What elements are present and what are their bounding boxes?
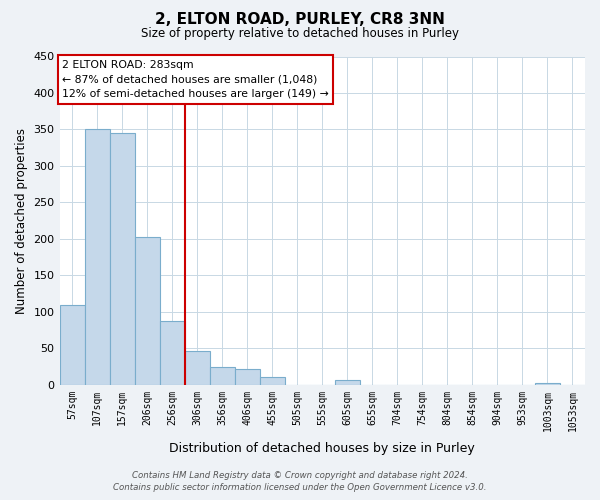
- Text: 2 ELTON ROAD: 283sqm
← 87% of detached houses are smaller (1,048)
12% of semi-de: 2 ELTON ROAD: 283sqm ← 87% of detached h…: [62, 60, 329, 100]
- Bar: [235, 369, 260, 385]
- Bar: [85, 130, 110, 385]
- Text: Contains HM Land Registry data © Crown copyright and database right 2024.
Contai: Contains HM Land Registry data © Crown c…: [113, 471, 487, 492]
- Y-axis label: Number of detached properties: Number of detached properties: [15, 128, 28, 314]
- Bar: [160, 322, 185, 385]
- Text: 2, ELTON ROAD, PURLEY, CR8 3NN: 2, ELTON ROAD, PURLEY, CR8 3NN: [155, 12, 445, 28]
- Bar: [110, 133, 134, 385]
- Bar: [59, 304, 85, 385]
- Bar: [185, 350, 209, 385]
- Bar: [134, 237, 160, 385]
- Text: Size of property relative to detached houses in Purley: Size of property relative to detached ho…: [141, 28, 459, 40]
- X-axis label: Distribution of detached houses by size in Purley: Distribution of detached houses by size …: [169, 442, 475, 455]
- Bar: [335, 380, 360, 385]
- Bar: [535, 384, 560, 385]
- Bar: [209, 366, 235, 385]
- Bar: [260, 377, 285, 385]
